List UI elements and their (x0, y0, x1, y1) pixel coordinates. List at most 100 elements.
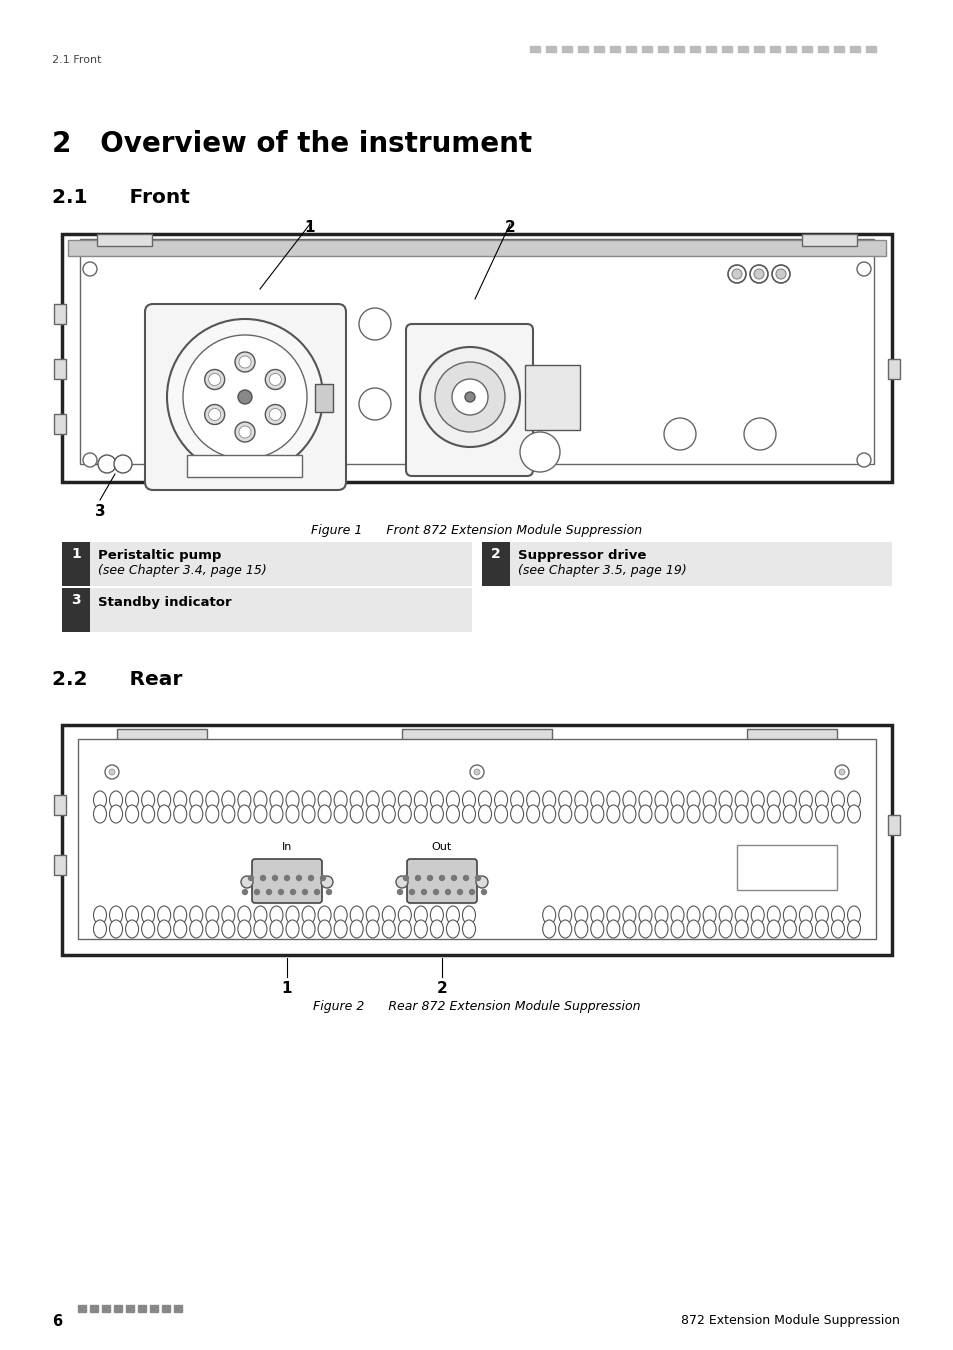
Ellipse shape (350, 919, 363, 938)
Ellipse shape (157, 906, 171, 923)
Ellipse shape (462, 805, 475, 823)
Circle shape (278, 890, 283, 895)
Ellipse shape (719, 906, 731, 923)
Ellipse shape (302, 791, 314, 809)
Circle shape (234, 352, 254, 373)
Circle shape (183, 335, 307, 459)
Ellipse shape (237, 791, 251, 809)
Ellipse shape (430, 805, 443, 823)
Ellipse shape (222, 805, 234, 823)
Ellipse shape (815, 805, 827, 823)
Circle shape (838, 769, 844, 775)
Bar (594, 46, 603, 53)
Ellipse shape (831, 805, 843, 823)
FancyBboxPatch shape (407, 859, 476, 903)
Ellipse shape (270, 791, 283, 809)
Circle shape (834, 765, 848, 779)
Bar (401, 729, 552, 742)
Ellipse shape (206, 919, 218, 938)
Ellipse shape (799, 805, 812, 823)
Bar (481, 541, 510, 586)
Ellipse shape (670, 805, 683, 823)
Ellipse shape (590, 805, 603, 823)
Ellipse shape (382, 906, 395, 923)
Ellipse shape (93, 791, 107, 809)
Bar (126, 1305, 133, 1312)
Ellipse shape (270, 906, 283, 923)
Bar (62, 589, 90, 632)
Ellipse shape (526, 791, 539, 809)
Ellipse shape (190, 906, 203, 923)
Ellipse shape (558, 906, 571, 923)
Bar (801, 46, 811, 53)
Ellipse shape (846, 906, 860, 923)
Ellipse shape (782, 805, 796, 823)
Ellipse shape (270, 919, 283, 938)
Ellipse shape (414, 791, 427, 809)
Circle shape (296, 876, 301, 880)
Ellipse shape (510, 791, 523, 809)
Ellipse shape (366, 791, 379, 809)
Circle shape (209, 409, 220, 420)
Circle shape (481, 890, 486, 895)
Circle shape (663, 418, 696, 450)
Ellipse shape (606, 805, 619, 823)
Circle shape (273, 876, 277, 880)
Ellipse shape (558, 919, 571, 938)
Ellipse shape (542, 906, 555, 923)
Ellipse shape (222, 919, 234, 938)
Circle shape (308, 876, 314, 880)
Bar (785, 46, 795, 53)
Bar (887, 815, 899, 836)
Ellipse shape (815, 919, 827, 938)
Text: 3: 3 (94, 504, 105, 518)
Bar (721, 46, 731, 53)
Bar (658, 46, 667, 53)
Ellipse shape (846, 791, 860, 809)
Ellipse shape (766, 791, 780, 809)
Ellipse shape (846, 805, 860, 823)
Bar (62, 541, 90, 586)
Ellipse shape (270, 805, 283, 823)
Circle shape (320, 876, 325, 880)
Circle shape (326, 890, 331, 895)
Ellipse shape (606, 791, 619, 809)
Ellipse shape (831, 791, 843, 809)
FancyBboxPatch shape (406, 324, 533, 477)
Text: 872 Extension Module Suppression: 872 Extension Module Suppression (680, 1314, 899, 1327)
Circle shape (234, 423, 254, 441)
Ellipse shape (126, 791, 138, 809)
Ellipse shape (126, 805, 138, 823)
Ellipse shape (639, 919, 651, 938)
Circle shape (205, 370, 225, 390)
Circle shape (445, 890, 450, 895)
Text: 6: 6 (52, 1314, 62, 1328)
Circle shape (474, 769, 479, 775)
Ellipse shape (414, 805, 427, 823)
Ellipse shape (655, 791, 667, 809)
Ellipse shape (190, 919, 203, 938)
Ellipse shape (766, 805, 780, 823)
Ellipse shape (141, 906, 154, 923)
Bar (113, 1305, 122, 1312)
Ellipse shape (253, 919, 267, 938)
Bar (97, 234, 152, 246)
Circle shape (239, 427, 251, 437)
Ellipse shape (350, 805, 363, 823)
Ellipse shape (126, 906, 138, 923)
Ellipse shape (478, 805, 491, 823)
Ellipse shape (430, 906, 443, 923)
Text: Standby indicator: Standby indicator (98, 595, 232, 609)
Ellipse shape (782, 906, 796, 923)
Bar (609, 46, 619, 53)
Text: 3: 3 (71, 593, 81, 608)
Ellipse shape (110, 906, 122, 923)
Ellipse shape (815, 906, 827, 923)
Ellipse shape (782, 919, 796, 938)
Bar (561, 46, 572, 53)
Ellipse shape (590, 919, 603, 938)
Ellipse shape (253, 805, 267, 823)
Bar (689, 46, 700, 53)
Ellipse shape (398, 805, 411, 823)
Ellipse shape (750, 919, 763, 938)
